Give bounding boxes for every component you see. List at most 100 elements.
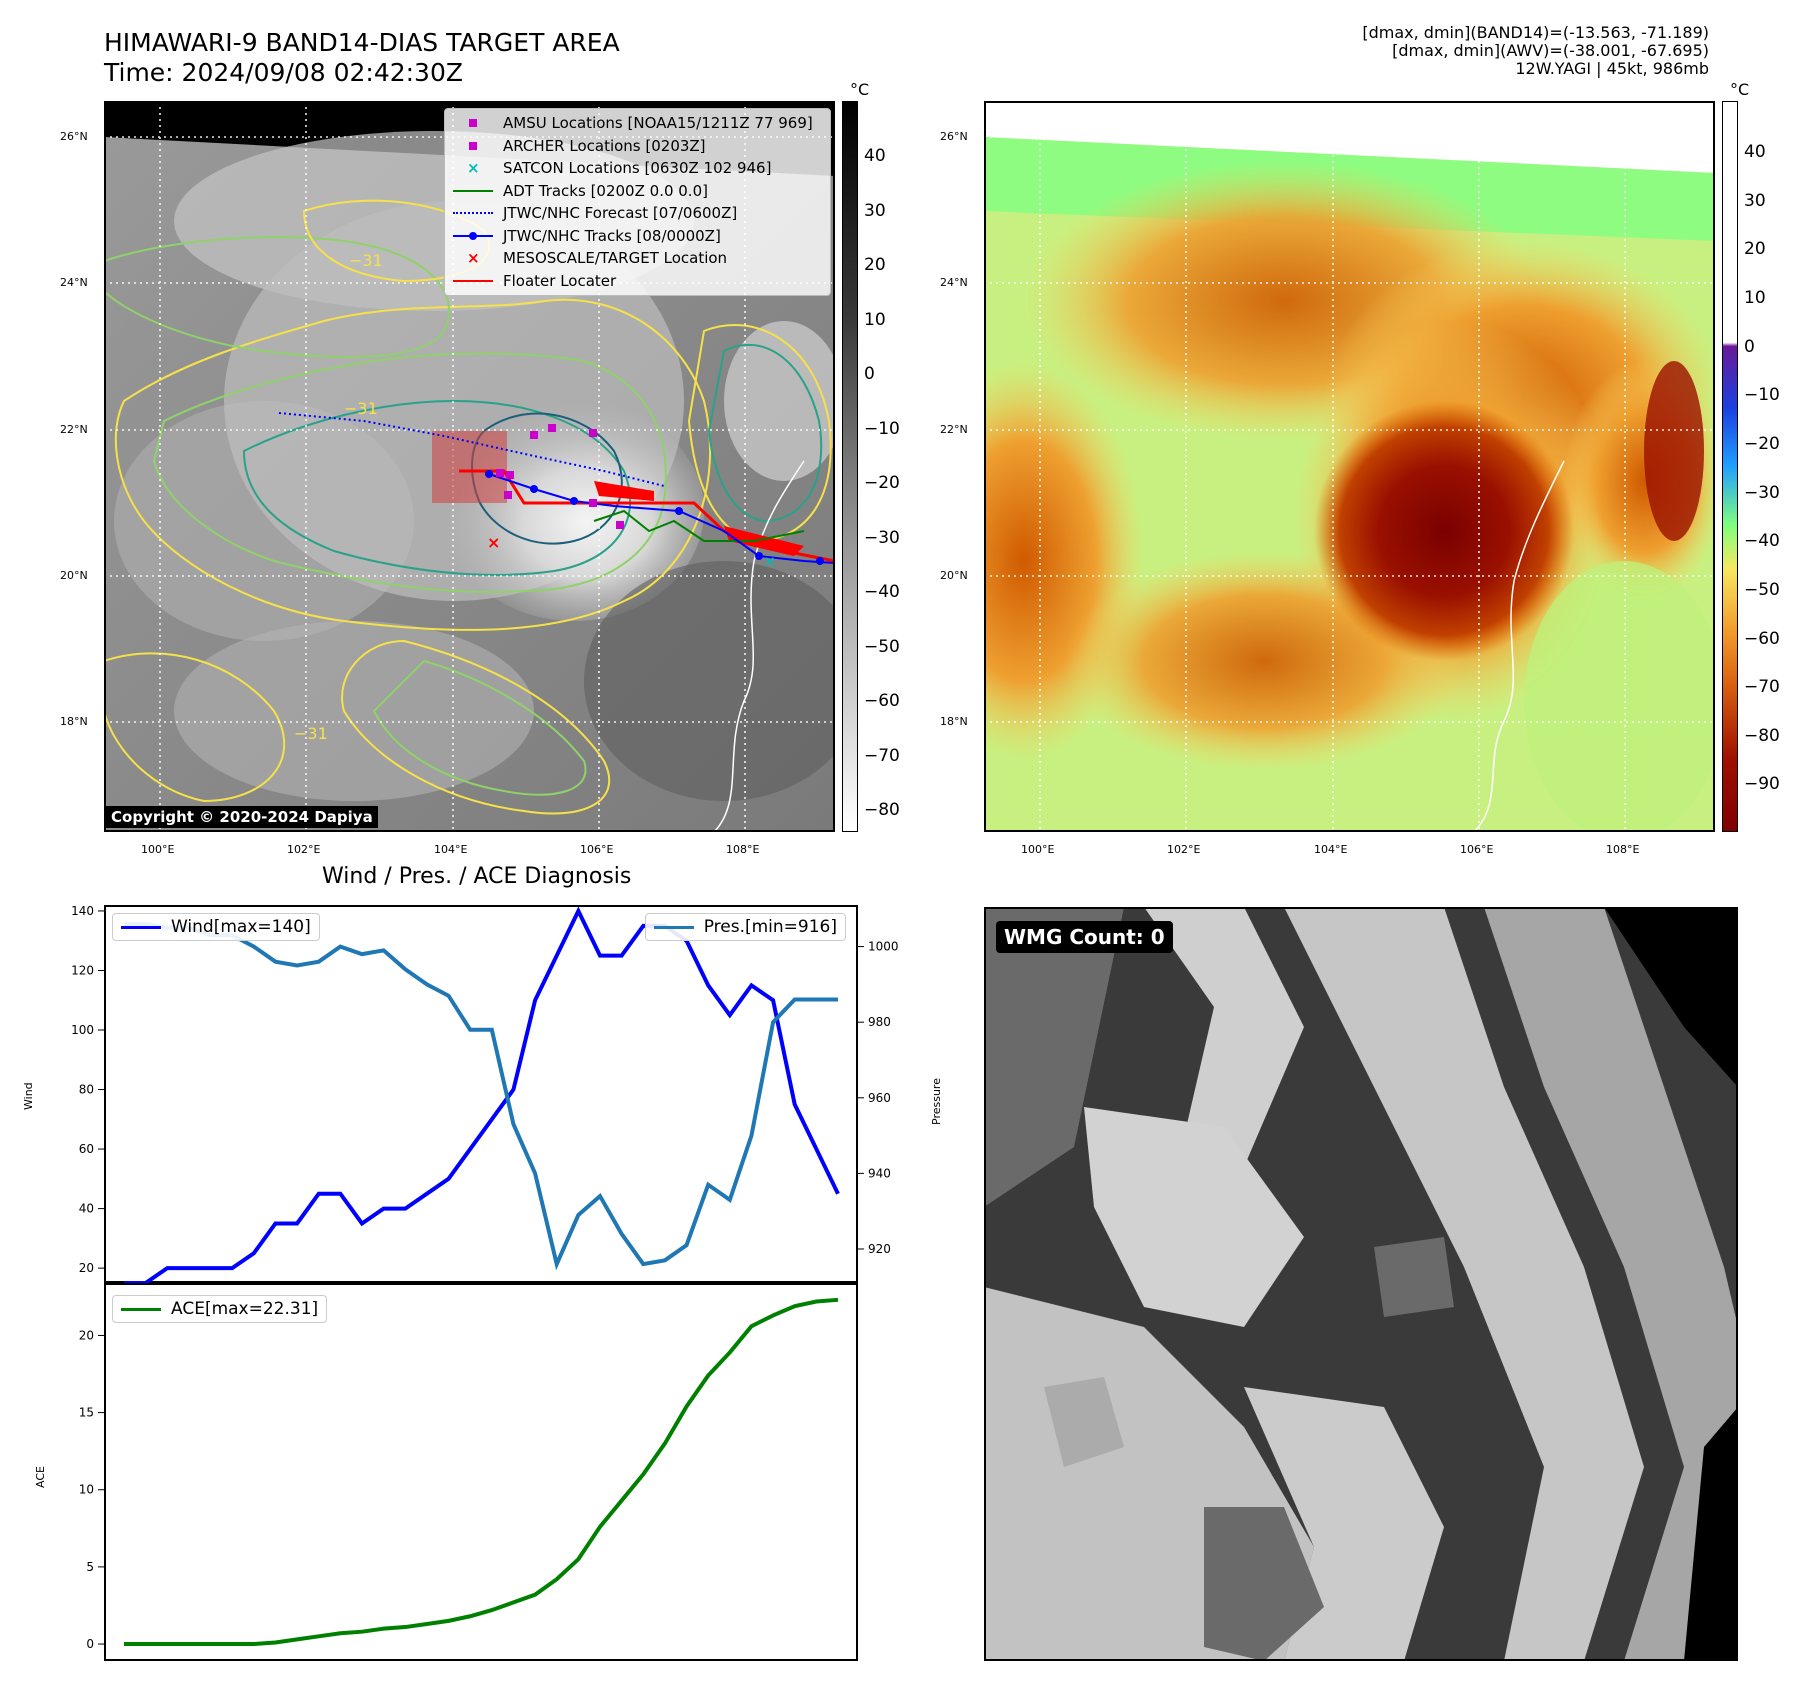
ir-lat-22: 22°N [60, 423, 88, 436]
ir-cb-tick: −80 [864, 800, 900, 820]
awv-lon-104: 104°E [1314, 843, 1348, 856]
wind-pressure-plot: 20 40 60 80 100 120 140 920 940 960 980 1000 [71, 904, 899, 1285]
y-tick-label: 0 [86, 1637, 94, 1651]
contour-label-2: −31 [344, 399, 378, 418]
ir-cb-tick: 40 [864, 146, 886, 166]
ir-cb-tick: −70 [864, 746, 900, 766]
line-icon [121, 1307, 161, 1311]
awv-lat-26: 26°N [940, 130, 968, 143]
target-marker: × [487, 533, 500, 552]
awv-cb-tick: −80 [1744, 726, 1780, 746]
plot-frame [104, 1283, 858, 1661]
ir-lon-104: 104°E [434, 843, 468, 856]
ir-lat-26: 26°N [60, 130, 88, 143]
wind-legend: Wind[max=140] [112, 913, 320, 941]
awv-coastline [1473, 460, 1565, 833]
wmg-count-label: WMG Count: 0 [996, 921, 1173, 953]
awv-cb-tick: 20 [1744, 239, 1766, 259]
legend-item-target: × MESOSCALE/TARGET Location [453, 247, 822, 270]
ir-lon-100: 100°E [141, 843, 175, 856]
ir-cb-tick: 10 [864, 310, 886, 330]
y-tick-label: 20 [79, 1328, 94, 1342]
info-line-3: 12W.YAGI | 45kt, 986mb [1515, 59, 1709, 78]
awv-lat-20: 20°N [940, 569, 968, 582]
line-icon [121, 925, 161, 929]
y-right-tick-label: 920 [868, 1242, 891, 1256]
awv-cb-tick: 0 [1744, 337, 1755, 357]
figure-title: HIMAWARI-9 BAND14-DIAS TARGET AREA Time:… [104, 28, 620, 88]
y-tick-label: 15 [79, 1406, 94, 1420]
ir-cb-tick: −60 [864, 691, 900, 711]
ir-lat-18: 18°N [60, 715, 88, 728]
satcon-marker: × [764, 554, 776, 570]
dotted-line-icon [453, 205, 493, 221]
info-line-1: [dmax, dmin](BAND14)=(-13.563, -71.189) [1362, 23, 1709, 42]
contour-label-3: −31 [294, 724, 328, 743]
ace-legend: ACE[max=22.31] [112, 1295, 328, 1323]
pressure-legend: Pres.[min=916] [644, 913, 846, 941]
awv-lat-24: 24°N [940, 276, 968, 289]
contour-label-1: −31 [349, 251, 383, 270]
ir-cb-tick: −10 [864, 419, 900, 439]
legend-item-floater: Floater Locater [453, 270, 822, 293]
legend-item-archer: ARCHER Locations [0203Z] [453, 135, 822, 158]
awv-cb-tick: −20 [1744, 434, 1780, 454]
awv-cb-tick: −70 [1744, 677, 1780, 697]
ir-lon-102: 102°E [287, 843, 321, 856]
awv-lat-18: 18°N [940, 715, 968, 728]
y-right-tick-label: 940 [868, 1166, 891, 1180]
ace-axis-label: ACE [34, 1466, 47, 1488]
square-icon [453, 115, 493, 131]
awv-cb-tick: 40 [1744, 142, 1766, 162]
ir-cb-tick: 0 [864, 364, 875, 384]
ir-cb-tick: −30 [864, 528, 900, 548]
awv-lon-106: 106°E [1460, 843, 1494, 856]
awv-colorbar [1722, 101, 1738, 832]
ir-cb-tick: −50 [864, 637, 900, 657]
ir-colorbar-unit: °C [850, 80, 870, 99]
ir-lon-106: 106°E [580, 843, 614, 856]
title-line-2: Time: 2024/09/08 02:42:30Z [104, 58, 463, 87]
awv-cb-tick: −60 [1744, 629, 1780, 649]
awv-colorbar-unit: °C [1730, 80, 1750, 99]
ir-lon-108: 108°E [726, 843, 760, 856]
x-icon: × [467, 159, 480, 178]
line-icon [453, 183, 493, 199]
y-right-tick-label: 1000 [868, 940, 899, 954]
y-tick-label: 60 [79, 1142, 94, 1156]
ace-chart: 0 5 10 15 20 ACE[max=22.31] [79, 1283, 858, 1661]
series-line [124, 906, 840, 1285]
line-icon [653, 925, 694, 929]
ace-plot: 0 5 10 15 20 [79, 1283, 858, 1661]
awv-cb-tick: −30 [1744, 483, 1780, 503]
ir-lat-24: 24°N [60, 276, 88, 289]
awv-cb-tick: −40 [1744, 531, 1780, 551]
wmg-panel: WMG Count: 0 [984, 907, 1738, 1661]
line-dot-icon [453, 228, 493, 244]
y-tick-label: 20 [79, 1261, 94, 1275]
y-tick-label: 100 [71, 1023, 94, 1037]
plot-frame [104, 905, 858, 1283]
y-tick-label: 40 [79, 1202, 94, 1216]
awv-lat-22: 22°N [940, 423, 968, 436]
y-tick-label: 80 [79, 1083, 94, 1097]
wind-axis-label: Wind [22, 1082, 35, 1110]
legend-item-adt: ADT Tracks [0200Z 0.0 0.0] [453, 180, 822, 203]
series-line [124, 1297, 839, 1647]
best-track-points [485, 470, 824, 565]
y-right-tick-label: 960 [868, 1091, 891, 1105]
wmg-frame [984, 907, 1738, 1661]
line-icon [453, 273, 493, 289]
forecast-track [278, 412, 665, 487]
storm-info: [dmax, dmin](BAND14)=(-13.563, -71.189) … [1362, 24, 1709, 78]
ir-colorbar-ticks: 40 30 20 10 0 −10 −20 −30 −40 −50 −60 −7… [864, 101, 924, 832]
y-tick-label: 140 [71, 904, 94, 918]
coastline [713, 460, 805, 833]
floater-wedge-2 [724, 526, 804, 556]
legend-item-forecast: JTWC/NHC Forecast [07/0600Z] [453, 202, 822, 225]
awv-map-panel [904, 101, 1724, 841]
pressure-axis-label: Pressure [930, 1078, 943, 1125]
awv-cb-tick: 30 [1744, 191, 1766, 211]
wmg-image [984, 907, 1738, 1661]
awv-colorbar-ticks: 40 30 20 10 0 −10 −20 −30 −40 −50 −60 −7… [1744, 101, 1797, 832]
